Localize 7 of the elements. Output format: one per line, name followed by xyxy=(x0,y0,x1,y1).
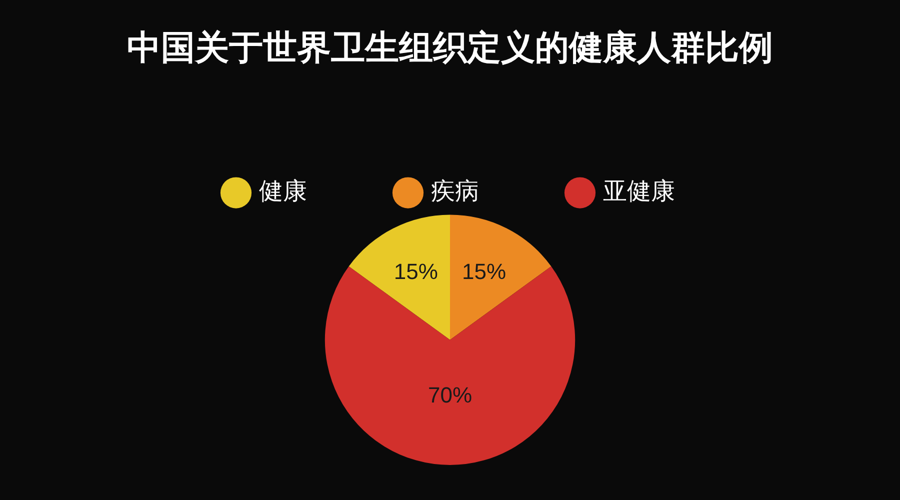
legend-label: 亚健康 xyxy=(603,177,675,206)
data-label: 70% xyxy=(428,382,472,408)
chart-title: 中国关于世界卫生组织定义的健康人群比例 xyxy=(127,28,773,68)
legend-label: 健康 xyxy=(259,177,307,206)
data-label: 15% xyxy=(462,259,506,284)
legend-label: 疾病 xyxy=(431,177,479,206)
data-label: 15% xyxy=(394,259,438,284)
